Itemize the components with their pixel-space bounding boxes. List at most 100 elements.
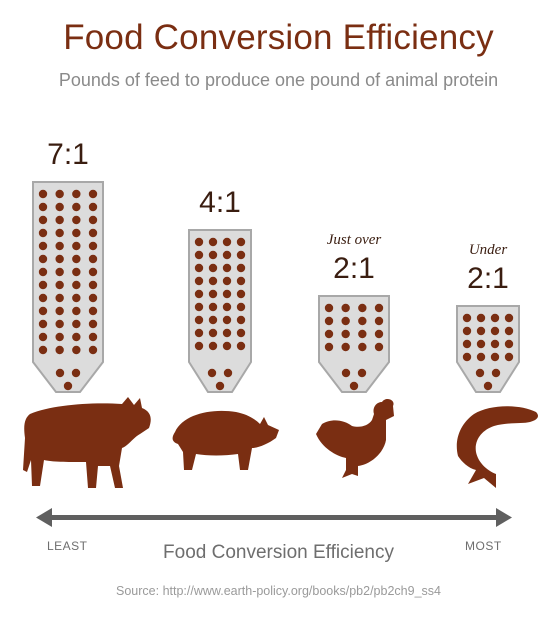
feed-dot — [490, 326, 500, 336]
feed-dot — [208, 315, 218, 325]
feed-dot — [194, 237, 204, 247]
feed-dot — [374, 342, 384, 352]
axis-right-end-label: MOST — [465, 539, 502, 553]
animals-layer — [23, 397, 538, 488]
axis-title: Food Conversion Efficiency — [163, 542, 394, 563]
feed-dot — [38, 345, 48, 355]
feed-dot — [55, 368, 65, 378]
ratio-label-chicken: 2:1 — [333, 252, 375, 285]
feed-dot — [462, 339, 472, 349]
feed-dot — [208, 263, 218, 273]
feed-dot — [358, 303, 367, 313]
feed-dot — [88, 189, 98, 199]
feed-dot — [194, 315, 204, 325]
feed-dot — [72, 280, 81, 290]
feed-dot — [358, 316, 367, 326]
feed-dot — [72, 306, 81, 316]
chart-title: Food Conversion Efficiency — [63, 18, 494, 57]
feed-dot — [207, 368, 217, 378]
feed-dot — [208, 250, 218, 260]
feed-dot — [88, 254, 98, 264]
axis-left-end-label: LEAST — [47, 539, 88, 553]
feed-dot — [38, 228, 48, 238]
feed-dot — [88, 202, 98, 212]
feed-dot — [88, 306, 98, 316]
chart-subtitle: Pounds of feed to produce one pound of a… — [58, 70, 499, 90]
feed-dot — [324, 303, 334, 313]
feed-dot — [357, 368, 367, 378]
feed-dot — [222, 302, 232, 312]
feed-dot — [63, 381, 73, 391]
feed-dot — [88, 332, 98, 342]
feed-dot — [374, 329, 384, 339]
feed-dot — [222, 315, 232, 325]
feed-dot — [38, 215, 48, 225]
feed-dot — [490, 352, 500, 362]
feed-dot — [208, 341, 218, 351]
feed-dot — [476, 326, 486, 336]
feed-dot — [194, 276, 204, 286]
ratio-qualifier-fish: Under — [469, 242, 507, 258]
feed-dot — [194, 250, 204, 260]
feed-dot — [38, 254, 48, 264]
feed-dot — [504, 313, 514, 323]
feed-dot — [55, 228, 64, 238]
feed-dot — [55, 241, 64, 251]
feed-dot — [324, 342, 334, 352]
cow-icon — [23, 397, 151, 488]
feed-dot — [55, 202, 64, 212]
feed-dot — [55, 319, 64, 329]
feed-dot — [55, 332, 64, 342]
feed-dot — [71, 368, 81, 378]
feed-dot — [38, 241, 48, 251]
feed-dot — [194, 263, 204, 273]
feed-dot — [194, 328, 204, 338]
feed-dot — [55, 215, 64, 225]
feed-dot — [208, 276, 218, 286]
feed-dot — [475, 368, 485, 378]
feed-dot — [72, 254, 81, 264]
feed-dot — [462, 313, 472, 323]
feed-dot — [341, 316, 350, 326]
feed-dot — [462, 326, 472, 336]
feed-dot — [341, 368, 351, 378]
feed-dot — [374, 316, 384, 326]
feed-dot — [222, 341, 232, 351]
feed-dot — [341, 329, 350, 339]
feed-dot — [324, 329, 334, 339]
feed-dot — [88, 345, 98, 355]
feed-dot — [483, 381, 493, 391]
feed-dot — [55, 267, 64, 277]
feed-dot — [55, 306, 64, 316]
feed-dot — [38, 202, 48, 212]
feed-dot — [38, 332, 48, 342]
ratio-label-fish: 2:1 — [467, 262, 509, 295]
feed-dot — [236, 315, 246, 325]
bins-layer — [32, 181, 520, 393]
feed-bin-pig — [188, 229, 252, 393]
feed-dot — [194, 341, 204, 351]
feed-dot — [324, 316, 334, 326]
feed-dot — [72, 228, 81, 238]
feed-dot — [72, 293, 81, 303]
feed-dot — [38, 306, 48, 316]
feed-dot — [38, 189, 48, 199]
feed-dot — [55, 189, 64, 199]
feed-dot — [208, 237, 218, 247]
feed-dot — [236, 237, 246, 247]
feed-dot — [88, 241, 98, 251]
feed-dot — [72, 215, 81, 225]
chicken-icon — [316, 399, 394, 478]
feed-dot — [72, 319, 81, 329]
feed-dot — [55, 280, 64, 290]
feed-dot — [236, 250, 246, 260]
feed-dot — [72, 345, 81, 355]
feed-dot — [72, 332, 81, 342]
feed-dot — [38, 319, 48, 329]
labels-layer: 7:1 4:1 2:1 Just over 2:1 Under — [47, 138, 509, 295]
feed-dot — [55, 254, 64, 264]
feed-dot — [341, 342, 350, 352]
feed-dot — [38, 267, 48, 277]
feed-bin-fish — [456, 305, 520, 393]
